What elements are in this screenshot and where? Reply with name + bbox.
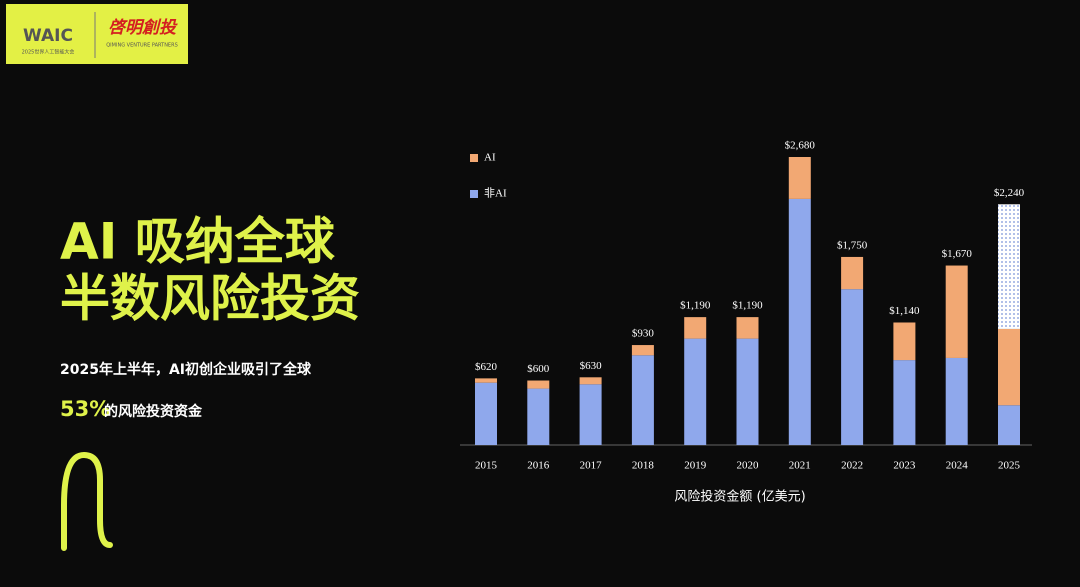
bar-segment (736, 317, 759, 339)
x-tick-label: 2018 (632, 460, 655, 472)
logo-event-sub: 2025世界人工智能大会 (22, 49, 75, 56)
x-tick-label: 2023 (893, 460, 916, 472)
total-label: $1,750 (837, 239, 868, 251)
bar-segment (527, 380, 550, 389)
bar-segment (841, 289, 864, 445)
legend-label: AI (484, 152, 496, 164)
bar-segment (788, 157, 811, 199)
decor-icon (61, 451, 113, 551)
bar-segment (893, 360, 916, 445)
bar-segment (788, 198, 811, 445)
logo-box (6, 4, 188, 64)
legend-label: 非AI (484, 187, 507, 200)
total-label: $620 (475, 361, 498, 373)
x-tick-label: 2025 (998, 460, 1021, 472)
x-tick-label: 2019 (684, 460, 707, 472)
bar-segment (998, 328, 1020, 406)
bar-segment (684, 317, 707, 339)
bar-segment (998, 405, 1020, 445)
x-tick-label: 2021 (789, 460, 811, 472)
headline: 半数风险投资 (60, 270, 360, 328)
bar-segment (475, 382, 497, 445)
legend-swatch (470, 154, 478, 162)
subtitle: 的风险投资资金 (104, 403, 203, 420)
total-label: $1,140 (889, 305, 920, 317)
total-label: $600 (527, 363, 550, 375)
logo-brand: 啓明創投 (108, 18, 178, 38)
bar-segment (631, 345, 654, 356)
legend-swatch (470, 190, 478, 198)
bar-segment (579, 377, 602, 385)
bar-segment (841, 256, 864, 290)
x-tick-label: 2020 (737, 460, 760, 472)
total-label: $1,670 (942, 248, 973, 260)
headline: AI 吸纳全球 (60, 213, 336, 271)
subtitle-highlight: 53% (60, 397, 110, 421)
bar-segment (475, 378, 497, 383)
bar-segment (579, 384, 602, 445)
bar-segment (945, 265, 968, 358)
bar-segment (945, 357, 968, 445)
x-tick-label: 2024 (946, 460, 969, 472)
total-label: $930 (632, 328, 655, 340)
subtitle: 2025年上半年，AI初创企业吸引了全球 (60, 361, 312, 378)
x-tick-label: 2017 (580, 460, 603, 472)
bar-segment (527, 388, 550, 445)
bar-segment (684, 338, 707, 445)
total-label: $2,680 (785, 140, 816, 152)
x-tick-label: 2015 (475, 460, 498, 472)
x-tick-label: 2022 (841, 460, 863, 472)
x-axis-title: 风险投资金额 (亿美元) (674, 489, 805, 505)
total-label: $1,190 (680, 300, 711, 312)
bar-segment (736, 338, 759, 445)
bar-segment (998, 204, 1020, 329)
bar-segment (893, 322, 916, 361)
total-label: $1,190 (732, 300, 763, 312)
bar-segment (631, 355, 654, 445)
x-tick-label: 2016 (527, 460, 550, 472)
logo-brand-sub: QIMING VENTURE PARTNERS (106, 43, 178, 49)
total-label: $630 (580, 360, 603, 372)
total-label: $2,240 (994, 187, 1025, 199)
logo-event: WAIC (23, 26, 73, 46)
